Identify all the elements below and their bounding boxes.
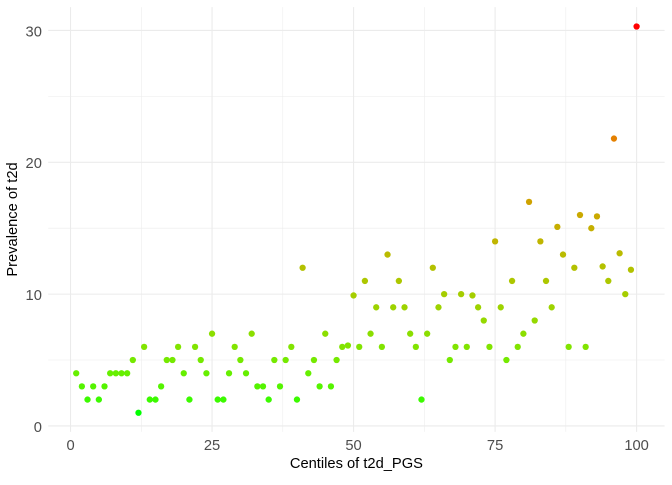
svg-text:100: 100 — [624, 438, 649, 454]
svg-text:0: 0 — [66, 438, 74, 454]
svg-text:Prevalence of t2d: Prevalence of t2d — [5, 162, 21, 276]
svg-text:25: 25 — [204, 438, 220, 454]
svg-text:50: 50 — [345, 438, 361, 454]
svg-text:75: 75 — [487, 438, 503, 454]
svg-text:20: 20 — [26, 156, 42, 172]
svg-text:Centiles of t2d_PGS: Centiles of t2d_PGS — [290, 456, 423, 472]
svg-text:10: 10 — [26, 288, 42, 304]
svg-text:0: 0 — [34, 420, 42, 436]
svg-text:30: 30 — [26, 24, 42, 40]
